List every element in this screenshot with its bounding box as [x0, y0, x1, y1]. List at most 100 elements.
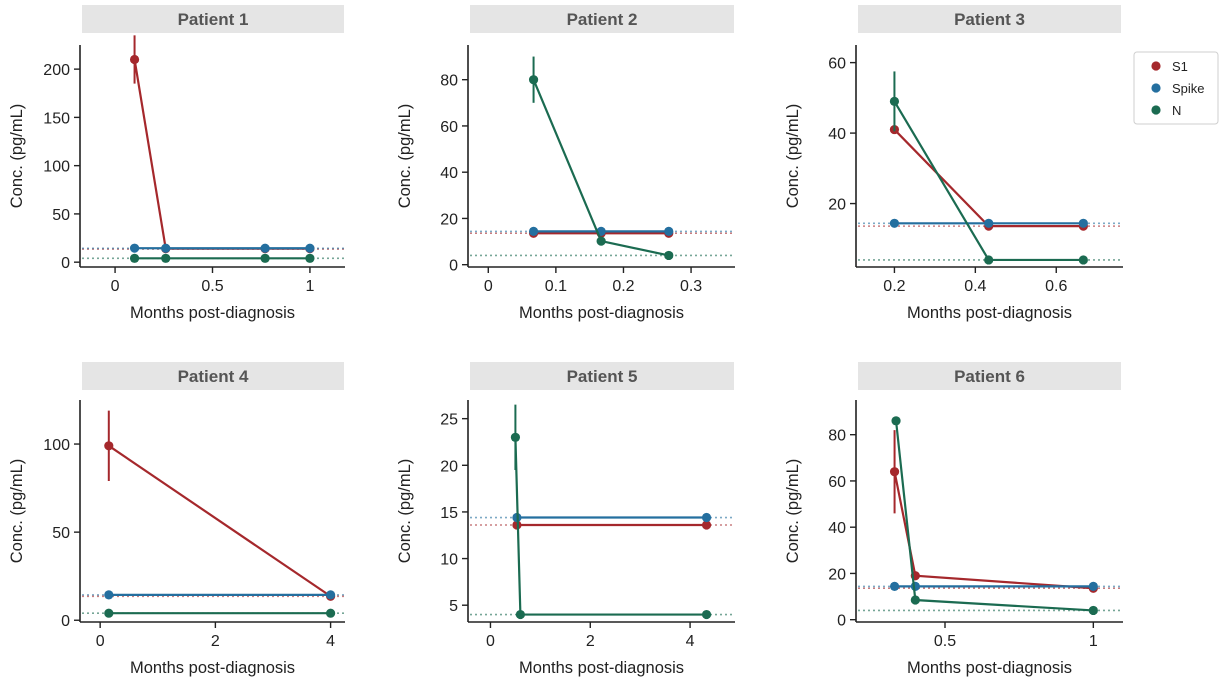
x-axis-title: Months post-diagnosis — [130, 659, 295, 677]
panel-title: Patient 6 — [954, 367, 1025, 386]
x-tick-label: 0.5 — [201, 278, 223, 295]
data-point-spike — [889, 218, 900, 228]
x-axis-title: Months post-diagnosis — [519, 304, 684, 322]
legend-label-s1: S1 — [1172, 59, 1188, 74]
data-point-n — [305, 253, 315, 263]
y-tick-label: 60 — [828, 56, 846, 73]
panel-strip — [82, 362, 344, 390]
data-point-spike — [910, 581, 920, 591]
y-tick-label: 0 — [61, 613, 70, 630]
y-tick-label: 20 — [440, 458, 458, 475]
x-tick-label: 0 — [484, 278, 493, 295]
y-tick-label: 80 — [440, 73, 458, 90]
y-tick-label: 5 — [449, 598, 458, 615]
panel-2: Patient 2 0 0.1 0.2 0.3 0 20 40 60 80 Months post-… — [396, 5, 735, 322]
y-tick-label: 60 — [828, 474, 846, 491]
x-axis-title: Months post-diagnosis — [907, 659, 1072, 677]
legend-marker-spike — [1151, 83, 1161, 93]
y-tick-label: 50 — [52, 525, 70, 542]
panel-6: Patient 6 0.5 1 0 20 40 60 80 Months post-diagno… — [784, 362, 1123, 677]
data-point-n — [984, 255, 994, 265]
y-tick-label: 20 — [828, 566, 846, 583]
series-line-s1 — [108, 444, 332, 598]
x-tick-label: 0.4 — [964, 278, 986, 295]
data-point-s1 — [104, 441, 114, 451]
data-point-n — [1088, 605, 1098, 616]
y-axis-title: Conc. (pg/mL) — [396, 459, 414, 564]
y-tick-label: 150 — [43, 110, 70, 127]
data-point-spike — [104, 590, 114, 600]
panel-title: Patient 1 — [178, 10, 249, 29]
data-point-n — [701, 609, 712, 620]
y-tick-label: 20 — [828, 197, 846, 214]
data-point-spike — [129, 243, 140, 253]
y-tick-label: 100 — [43, 159, 70, 176]
data-point-spike — [260, 243, 270, 253]
panel-strip — [82, 5, 344, 33]
x-tick-label: 1 — [1089, 633, 1098, 650]
y-axis-title: Conc. (pg/mL) — [8, 104, 26, 209]
y-tick-label: 40 — [828, 520, 846, 537]
series-line-s1 — [893, 128, 1084, 228]
legend-label-spike: Spike — [1172, 81, 1205, 96]
series-line-n — [893, 100, 1084, 262]
x-tick-label: 0 — [486, 633, 495, 650]
series-line-s1 — [893, 471, 1094, 590]
y-tick-label: 40 — [828, 126, 846, 143]
y-tick-label: 50 — [52, 207, 70, 224]
data-point-n — [664, 250, 674, 261]
panel-1: Patient 1 0 0.5 1 0 50 100 150 200 Months post-di… — [8, 5, 345, 322]
data-point-spike — [1088, 581, 1098, 591]
data-point-n — [910, 595, 920, 605]
y-tick-label: 20 — [440, 211, 458, 228]
y-axis-title: Conc. (pg/mL) — [396, 104, 414, 209]
x-tick-label: 0 — [96, 633, 105, 650]
y-tick-label: 40 — [440, 165, 458, 182]
x-tick-label: 0.3 — [680, 278, 702, 295]
legend-marker-s1 — [1151, 61, 1161, 71]
x-tick-label: 0.5 — [934, 633, 956, 650]
data-point-n — [325, 608, 336, 618]
x-tick-label: 1 — [305, 278, 314, 295]
x-axis-title: Months post-diagnosis — [519, 659, 684, 677]
y-axis-title: Conc. (pg/mL) — [8, 459, 26, 564]
data-point-spike — [1078, 218, 1088, 228]
data-point-n — [129, 253, 140, 263]
x-tick-label: 4 — [326, 633, 335, 650]
panel-title: Patient 4 — [178, 367, 249, 386]
y-tick-label: 10 — [440, 552, 458, 569]
data-point-n — [515, 609, 526, 620]
data-point-spike — [161, 243, 171, 253]
data-point-n — [104, 608, 114, 618]
y-tick-label: 0 — [449, 258, 458, 275]
y-tick-label: 15 — [440, 505, 458, 522]
y-tick-label: 80 — [828, 428, 846, 445]
y-tick-label: 100 — [43, 437, 70, 454]
panel-strip — [470, 5, 734, 33]
y-tick-label: 0 — [61, 255, 70, 272]
panel-title: Patient 2 — [567, 10, 638, 29]
panel-strip — [470, 362, 734, 390]
y-tick-label: 0 — [837, 613, 846, 630]
x-tick-label: 0 — [111, 278, 120, 295]
x-tick-label: 0.6 — [1045, 278, 1067, 295]
panel-strip — [858, 362, 1121, 390]
data-point-s1 — [889, 467, 900, 477]
x-tick-label: 0.2 — [883, 278, 905, 295]
series-line-s1 — [133, 59, 310, 250]
legend-label-n: N — [1172, 103, 1181, 118]
y-tick-label: 25 — [440, 412, 458, 429]
y-axis-title: Conc. (pg/mL) — [784, 104, 802, 209]
data-point-n — [891, 416, 901, 426]
data-point-spike — [701, 512, 712, 523]
panel-3: Patient 3 0.2 0.4 0.6 20 40 60 Months post-diag… — [784, 5, 1123, 322]
x-axis-title: Months post-diagnosis — [130, 304, 295, 322]
x-tick-label: 4 — [686, 633, 695, 650]
data-point-s1 — [129, 54, 140, 65]
data-point-n — [889, 96, 900, 106]
data-point-n — [260, 253, 270, 263]
x-axis-title: Months post-diagnosis — [907, 304, 1072, 322]
data-point-spike — [664, 226, 674, 236]
panel-strip — [858, 5, 1121, 33]
